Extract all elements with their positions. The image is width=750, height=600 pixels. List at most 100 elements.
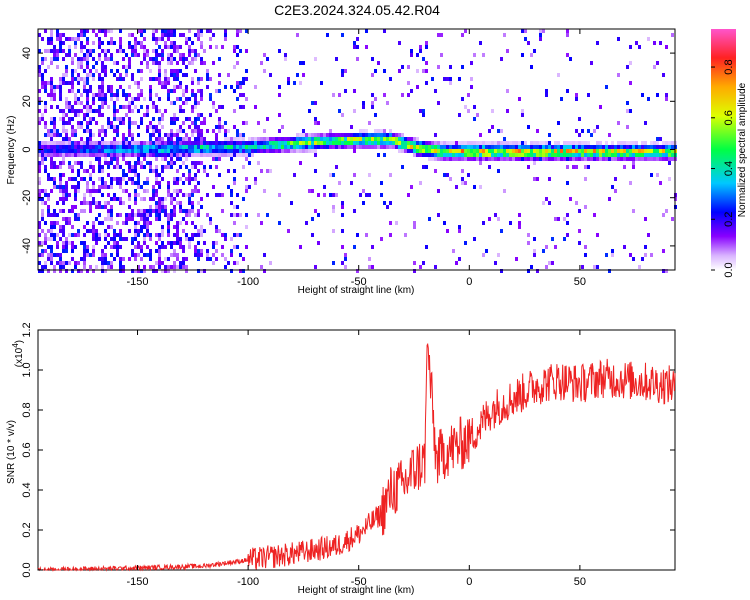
- spectrogram-cell: [509, 153, 512, 157]
- spectrogram-cell: [149, 161, 152, 165]
- spectrogram-cell: [89, 145, 92, 149]
- spectrogram-cell: [191, 133, 194, 137]
- spectrogram-cell: [95, 121, 98, 125]
- spectrogram-cell: [98, 45, 101, 49]
- spectrogram-cell: [101, 145, 104, 149]
- spectrogram-cell: [227, 137, 230, 141]
- spectrogram-cell: [392, 133, 395, 137]
- spectrogram-cell: [44, 85, 47, 89]
- spectrogram-cell: [56, 29, 59, 33]
- spectrogram-cell: [116, 197, 119, 201]
- spectrogram-cell: [374, 137, 377, 141]
- spectrogram-cell: [446, 229, 449, 233]
- x-tick-label: -100: [237, 576, 259, 588]
- spectrogram-cell: [134, 237, 137, 241]
- spectrogram-cell: [233, 169, 236, 173]
- spectrogram-cell: [50, 77, 53, 81]
- spectrogram-cell: [50, 57, 53, 61]
- spectrogram-cell: [104, 97, 107, 101]
- spectrogram-cell: [653, 41, 656, 45]
- spectrogram-cell: [491, 157, 494, 161]
- spectrogram-cell: [176, 229, 179, 233]
- spectrogram-cell: [107, 225, 110, 229]
- spectrogram-cell: [617, 141, 620, 145]
- spectrogram-cell: [497, 141, 500, 145]
- spectrogram-cell: [53, 213, 56, 217]
- spectrogram-cell: [98, 141, 101, 145]
- spectrogram-cell: [362, 141, 365, 145]
- spectrogram-cell: [137, 85, 140, 89]
- spectrogram-cell: [41, 253, 44, 257]
- spectrogram-cell: [308, 141, 311, 145]
- spectrogram-cell: [380, 133, 383, 137]
- spectrogram-cell: [362, 145, 365, 149]
- spectrogram-cell: [284, 53, 287, 57]
- spectrogram-cell: [473, 153, 476, 157]
- spectrogram-cell: [671, 145, 674, 149]
- spectrogram-cell: [437, 189, 440, 193]
- spectrogram-cell: [74, 45, 77, 49]
- spectrogram-cell: [110, 197, 113, 201]
- spectrogram-cell: [230, 201, 233, 205]
- spectrogram-cell: [506, 145, 509, 149]
- spectrogram-cell: [335, 145, 338, 149]
- spectrogram-cell: [110, 161, 113, 165]
- spectrogram-cell: [593, 157, 596, 161]
- spectrogram-cell: [665, 45, 668, 49]
- x-tick-label: -150: [127, 576, 149, 588]
- spectrogram-cell: [422, 145, 425, 149]
- spectrogram-cell: [194, 49, 197, 53]
- spectrogram-cell: [128, 217, 131, 221]
- spectrogram-cell: [161, 201, 164, 205]
- spectrogram-cell: [107, 201, 110, 205]
- spectrogram-cell: [224, 141, 227, 145]
- spectrogram-cell: [125, 217, 128, 221]
- spectrogram-cell: [47, 177, 50, 181]
- spectrogram-cell: [38, 121, 41, 125]
- spectrogram-cell: [371, 245, 374, 249]
- spectrogram-cell: [485, 153, 488, 157]
- spectrogram-cell: [206, 85, 209, 89]
- spectrogram-cell: [71, 209, 74, 213]
- spectrogram-cell: [191, 57, 194, 61]
- spectrogram-cell: [359, 141, 362, 145]
- spectrogram-cell: [245, 97, 248, 101]
- spectrogram-cell: [482, 157, 485, 161]
- spectrogram-cell: [83, 245, 86, 249]
- spectrogram-cell: [125, 153, 128, 157]
- spectrogram-cell: [500, 149, 503, 153]
- spectrogram-cell: [158, 69, 161, 73]
- spectrogram-cell: [203, 117, 206, 121]
- spectrogram-cell: [200, 33, 203, 37]
- snr-y-multiplier-exp: 4: [11, 343, 20, 348]
- spectrogram-cell: [197, 37, 200, 41]
- spectrogram-cell: [599, 141, 602, 145]
- spectrogram-cell: [50, 37, 53, 41]
- spectrogram-cell: [242, 197, 245, 201]
- spectrogram-cell: [248, 161, 251, 165]
- spectrogram-cell: [194, 177, 197, 181]
- spectrogram-cell: [113, 73, 116, 77]
- spectrogram-cell: [338, 93, 341, 97]
- spectrogram-cell: [122, 265, 125, 269]
- spectrogram-cell: [167, 193, 170, 197]
- spectrogram-cell: [116, 117, 119, 121]
- spectrogram-cell: [209, 45, 212, 49]
- spectrogram-cells: [38, 29, 677, 273]
- spectrogram-cell: [416, 141, 419, 145]
- spectrogram-cell: [83, 233, 86, 237]
- spectrogram-cell: [113, 113, 116, 117]
- spectrogram-cell: [341, 133, 344, 137]
- spectrogram-cell: [56, 85, 59, 89]
- spectrogram-cell: [152, 141, 155, 145]
- spectrogram-cell: [377, 137, 380, 141]
- spectrogram-cell: [50, 89, 53, 93]
- spectrogram-cell: [62, 141, 65, 145]
- spectrogram-cell: [530, 153, 533, 157]
- spectrogram-cell: [86, 141, 89, 145]
- spectrogram-cell: [206, 77, 209, 81]
- spectrogram-cell: [359, 193, 362, 197]
- spectrogram-cell: [185, 209, 188, 213]
- spectrogram-cell: [413, 145, 416, 149]
